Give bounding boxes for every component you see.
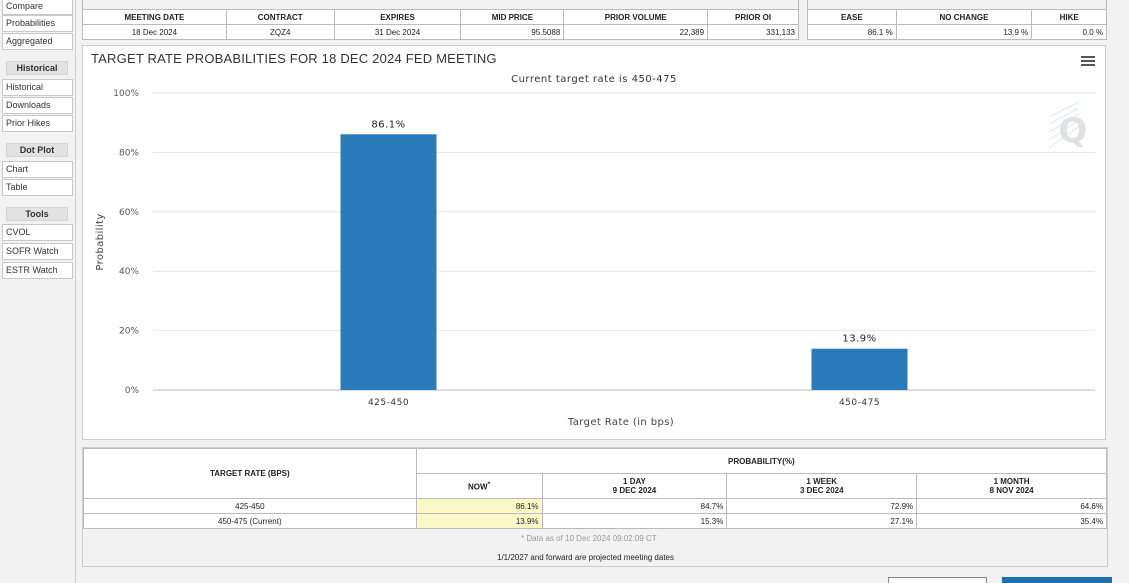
header-meeting-date: MEETING DATE [82,9,227,25]
header-mid-price: MID PRICE [460,9,565,25]
header-1-month-label: 1 MONTH [993,477,1030,486]
cell-prior-volume: 22,389 [563,24,709,40]
header-1-day-label: 1 DAY [623,477,646,486]
probability-table-panel: TARGET RATE (BPS) PROBABILITY(%) NOW* 1 … [82,447,1108,567]
table-row: TARGET RATE (BPS) PROBABILITY(%) [83,448,1108,499]
cell-hike: 0.0 % [1031,24,1107,40]
cell-now: 86.1% [415,498,543,514]
header-probability: PROBABILITY(%) [415,448,1108,474]
header-prior-oi: PRIOR OI [707,9,799,25]
header-ease: EASE [807,9,897,25]
cell-meeting-date: 18 Dec 2024 [82,24,227,40]
x-axis-label: Target Rate (in bps) [567,417,674,428]
header-1-day: 1 DAY 9 DEC 2024 [541,473,728,499]
sidebar-item-probabilities[interactable]: Probabilities [2,15,73,32]
cell-ease: 86.1 % [807,24,897,40]
table-row: MEETING DATE CONTRACT EXPIRES MID PRICE … [82,9,799,25]
cell-no-change: 13.9 % [895,24,1033,40]
header-hike: HIKE [1031,9,1107,25]
outlook-table: EASE NO CHANGE HIKE 86.1 % 13.9 % 0.0 % [807,9,1107,40]
watermark-text: Q [1059,111,1088,151]
cell-1-day: 84.7% [541,498,728,514]
data-timestamp-note: * Data as of 10 Dec 2024 09:02:09 CT [521,534,657,543]
cell-contract: ZQZ4 [225,24,335,40]
cell-1-week: 72.9% [726,498,918,514]
cell-expires: 31 Dec 2024 [333,24,462,40]
header-now-label: NOW [468,482,488,492]
sidebar: Compare Probabilities Aggregated Histori… [0,0,76,583]
y-tick-label: 40% [119,267,139,277]
cell-now: 13.9% [415,513,543,529]
sidebar-item-compare[interactable]: Compare [2,0,73,15]
table-row: 425-450 86.1% 84.7% 72.9% 64.6% [83,498,1107,514]
divider [807,0,808,10]
header-1-month: 1 MONTH 8 NOV 2024 [916,473,1107,499]
sidebar-item-cvol[interactable]: CVOL [2,224,73,241]
sidebar-item-table[interactable]: Table [2,179,73,196]
sidebar-section-tools: Tools [6,207,68,221]
header-1-day-date: 9 DEC 2024 [612,486,657,495]
y-tick-label: 60% [119,208,139,218]
header-no-change: NO CHANGE [895,9,1033,25]
header-1-week-date: 3 DEC 2024 [799,486,844,495]
y-tick-label: 20% [119,327,139,337]
sidebar-item-chart[interactable]: Chart [2,161,73,178]
divider [82,0,83,10]
probability-chart: 0% 20% 40% 60% 80% 100% 86.1% 425-450 13.9% 450-4… [95,74,1095,428]
cell-1-week: 27.1% [726,513,918,529]
sidebar-section-dot-plot: Dot Plot [6,143,68,157]
y-tick-label: 0% [125,386,140,396]
cell-1-month: 64.6% [916,498,1107,514]
y-axis-label: Probability [95,213,106,270]
watermark-logo: Q [1048,101,1088,151]
bar[interactable] [340,134,437,390]
header-1-week-label: 1 WEEK [806,477,838,486]
primary-button[interactable] [1002,577,1112,583]
header-contract: CONTRACT [225,9,335,25]
sidebar-item-estr-watch[interactable]: ESTR Watch [2,262,73,279]
chart-title: TARGET RATE PROBABILITIES FOR 18 DEC 202… [91,51,497,66]
cell-prior-oi: 331,133 [707,24,799,40]
cell-1-month: 35.4% [916,513,1107,529]
cell-rate: 425-450 [83,498,417,514]
header-now-mark: * [487,480,491,488]
hamburger-menu-icon[interactable] [1081,56,1095,67]
sidebar-item-sofr-watch[interactable]: SOFR Watch [2,243,73,260]
projected-dates-note: 1/1/2027 and forward are projected meeti… [497,553,675,562]
divider [1106,0,1107,10]
header-1-month-date: 8 NOV 2024 [989,486,1034,495]
sidebar-item-aggregated[interactable]: Aggregated [2,33,73,50]
chart-panel: 0% 20% 40% 60% 80% 100% 86.1% 425-450 13.9% 450-4… [82,45,1106,440]
bar[interactable] [811,348,908,390]
cell-rate: 450-475 (Current) [83,513,417,529]
divider [798,0,799,10]
meeting-info-table: MEETING DATE CONTRACT EXPIRES MID PRICE … [82,9,799,40]
bar-value-label: 13.9% [842,334,876,345]
header-1-week: 1 WEEK 3 DEC 2024 [726,473,918,499]
table-row: 450-475 (Current) 13.9% 15.3% 27.1% 35.4… [83,513,1107,529]
header-prior-volume: PRIOR VOLUME [563,9,709,25]
y-tick-label: 100% [113,89,139,99]
header-target-rate: TARGET RATE (BPS) [83,448,417,499]
header-now: NOW* [415,473,543,499]
bar-value-label: 86.1% [371,119,405,130]
cell-mid-price: 95.5088 [460,24,565,40]
sidebar-item-downloads[interactable]: Downloads [2,97,73,114]
cell-1-day: 15.3% [541,513,728,529]
header-expires: EXPIRES [333,9,462,25]
sidebar-section-historical: Historical [6,61,68,75]
sidebar-item-prior-hikes[interactable]: Prior Hikes [2,115,73,132]
chart-subtitle: Current target rate is 450-475 [511,74,677,85]
table-row: 18 Dec 2024 ZQZ4 31 Dec 2024 95.5088 22,… [82,24,799,40]
secondary-button[interactable] [888,577,987,583]
y-tick-label: 80% [119,148,139,158]
x-tick-label: 425-450 [368,398,409,408]
sidebar-item-historical[interactable]: Historical [2,79,73,96]
probability-table: TARGET RATE (BPS) PROBABILITY(%) NOW* 1 … [83,448,1108,529]
table-row: 86.1 % 13.9 % 0.0 % [807,24,1107,40]
x-tick-label: 450-475 [839,398,880,408]
table-row: NOW* 1 DAY 9 DEC 2024 1 WEEK 3 DEC 2024 … [84,473,1107,499]
table-row: EASE NO CHANGE HIKE [807,9,1107,25]
